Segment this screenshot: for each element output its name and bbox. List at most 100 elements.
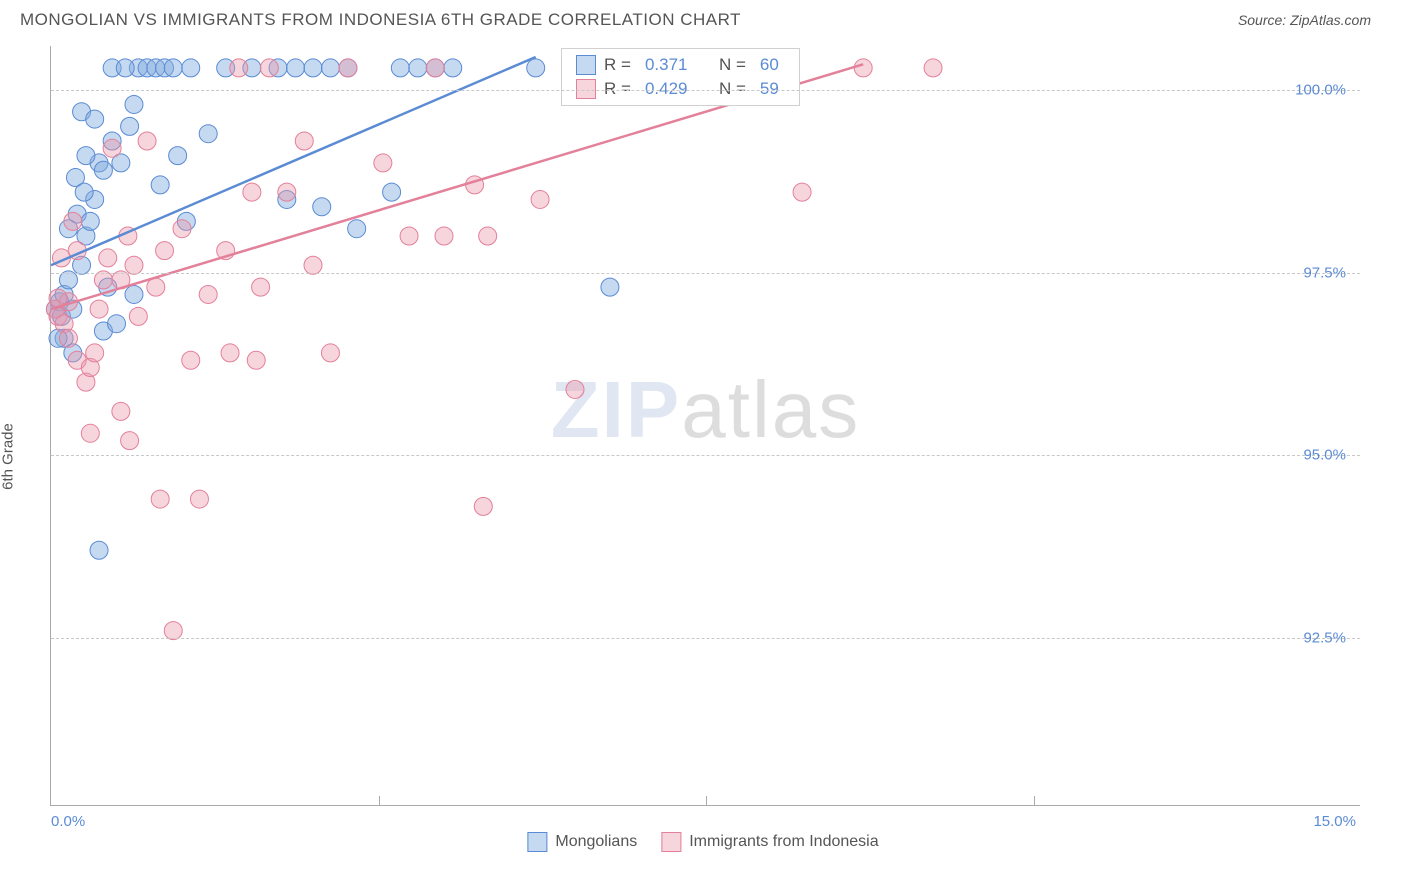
data-point: [108, 315, 126, 333]
x-tick-label: 15.0%: [1313, 813, 1356, 830]
data-point: [151, 176, 169, 194]
x-tick: [379, 796, 380, 806]
source-label: Source: ZipAtlas.com: [1238, 12, 1371, 28]
x-tick: [1034, 796, 1035, 806]
data-point: [164, 622, 182, 640]
y-tick-label: 92.5%: [1303, 629, 1346, 646]
data-point: [854, 59, 872, 77]
gridline-h: [51, 90, 1360, 91]
data-point: [182, 59, 200, 77]
data-point: [75, 183, 93, 201]
series-legend-label: Mongolians: [555, 833, 637, 851]
data-point: [339, 59, 357, 77]
legend-swatch: [661, 832, 681, 852]
legend-n-value: 60: [760, 55, 779, 75]
data-point: [129, 307, 147, 325]
data-point: [221, 344, 239, 362]
data-point: [199, 125, 217, 143]
data-point: [173, 220, 191, 238]
data-point: [531, 190, 549, 208]
data-point: [391, 59, 409, 77]
data-point: [409, 59, 427, 77]
data-point: [182, 351, 200, 369]
data-point: [479, 227, 497, 245]
scatter-svg: [51, 46, 1360, 805]
legend-r-value: 0.371: [645, 55, 688, 75]
data-point: [348, 220, 366, 238]
legend-swatch: [527, 832, 547, 852]
data-point: [156, 242, 174, 260]
data-point: [190, 490, 208, 508]
data-point: [247, 351, 265, 369]
data-point: [77, 147, 95, 165]
series-legend-item: Immigrants from Indonesia: [661, 832, 878, 852]
data-point: [321, 344, 339, 362]
y-tick-label: 97.5%: [1303, 264, 1346, 281]
data-point: [147, 278, 165, 296]
data-point: [81, 424, 99, 442]
data-point: [86, 344, 104, 362]
data-point: [81, 212, 99, 230]
series-legend: Mongolians Immigrants from Indonesia: [527, 832, 878, 852]
data-point: [278, 183, 296, 201]
x-tick: [706, 796, 707, 806]
data-point: [260, 59, 278, 77]
data-point: [601, 278, 619, 296]
data-point: [400, 227, 418, 245]
x-tick-label: 0.0%: [51, 813, 85, 830]
gridline-h: [51, 273, 1360, 274]
gridline-h: [51, 455, 1360, 456]
data-point: [151, 490, 169, 508]
data-point: [243, 183, 261, 201]
data-point: [474, 497, 492, 515]
series-legend-label: Immigrants from Indonesia: [689, 833, 878, 851]
data-point: [304, 59, 322, 77]
chart-title: MONGOLIAN VS IMMIGRANTS FROM INDONESIA 6…: [20, 10, 741, 30]
series-legend-item: Mongolians: [527, 832, 637, 852]
data-point: [287, 59, 305, 77]
data-point: [924, 59, 942, 77]
correlation-legend: R =0.371 N =60R =0.429 N =59: [561, 48, 800, 106]
data-point: [164, 59, 182, 77]
data-point: [793, 183, 811, 201]
data-point: [321, 59, 339, 77]
data-point: [121, 432, 139, 450]
data-point: [295, 132, 313, 150]
data-point: [59, 271, 77, 289]
data-point: [125, 95, 143, 113]
data-point: [304, 256, 322, 274]
data-point: [116, 59, 134, 77]
data-point: [112, 402, 130, 420]
data-point: [199, 285, 217, 303]
data-point: [444, 59, 462, 77]
data-point: [566, 380, 584, 398]
legend-n-label: N =: [719, 55, 746, 75]
data-point: [313, 198, 331, 216]
data-point: [138, 132, 156, 150]
data-point: [64, 212, 82, 230]
data-point: [426, 59, 444, 77]
data-point: [90, 541, 108, 559]
data-point: [125, 285, 143, 303]
data-point: [103, 139, 121, 157]
data-point: [435, 227, 453, 245]
data-point: [527, 59, 545, 77]
data-point: [169, 147, 187, 165]
data-point: [90, 300, 108, 318]
data-point: [230, 59, 248, 77]
data-point: [121, 117, 139, 135]
chart-container: 6th Grade ZIPatlas R =0.371 N =60R =0.42…: [0, 38, 1406, 858]
header: MONGOLIAN VS IMMIGRANTS FROM INDONESIA 6…: [0, 0, 1406, 38]
plot-area: ZIPatlas R =0.371 N =60R =0.429 N =59 92…: [50, 46, 1360, 806]
y-tick-label: 100.0%: [1295, 81, 1346, 98]
legend-row: R = 0.371 N = 60: [576, 55, 785, 75]
legend-r-label: R =: [604, 55, 631, 75]
data-point: [383, 183, 401, 201]
data-point: [99, 249, 117, 267]
data-point: [125, 256, 143, 274]
data-point: [59, 329, 77, 347]
data-point: [252, 278, 270, 296]
data-point: [94, 271, 112, 289]
data-point: [374, 154, 392, 172]
data-point: [86, 110, 104, 128]
